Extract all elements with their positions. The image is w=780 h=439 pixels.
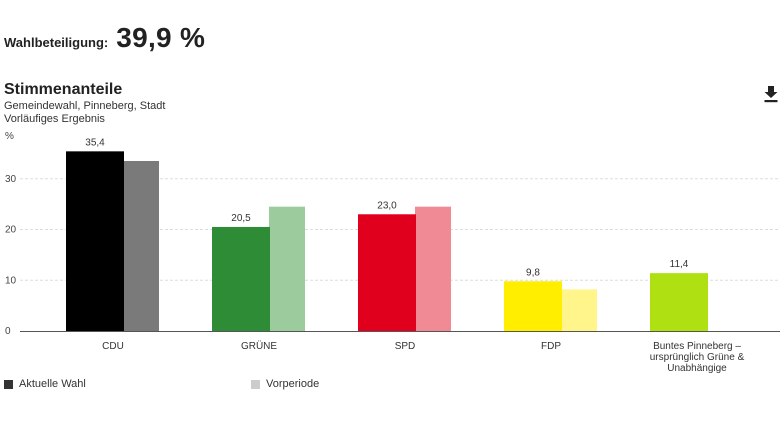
- x-tick-label: GRÜNE: [241, 340, 277, 352]
- bar-current: [358, 214, 416, 331]
- bar-current: [650, 273, 708, 331]
- turnout-value: 39,9 %: [116, 22, 206, 53]
- x-tick-label: Buntes Pinneberg –: [653, 341, 741, 352]
- y-tick-label: 10: [5, 275, 17, 286]
- y-tick-label: 30: [5, 174, 17, 185]
- bar-current: [504, 281, 562, 331]
- x-tick-label: CDU: [102, 341, 124, 352]
- legend-label-current: Aktuelle Wahl: [19, 378, 86, 390]
- legend-swatch-previous: [251, 379, 260, 389]
- data-label: 35,4: [85, 137, 105, 148]
- bar-current: [212, 226, 270, 331]
- bar-previous: [123, 160, 159, 331]
- turnout: Wahlbeteiligung: 39,9 %: [4, 22, 205, 54]
- bar-current: [66, 151, 124, 331]
- x-tick-label: ursprünglich Grüne &: [650, 352, 745, 363]
- chart-subtitle: Gemeindewahl, Pinneberg, Stadt Vorläufig…: [4, 100, 165, 126]
- x-tick-label: Unabhängige: [667, 363, 727, 374]
- y-tick-label: 0: [5, 326, 11, 337]
- chart-subtitle-line1: Gemeindewahl, Pinneberg, Stadt: [4, 100, 166, 112]
- data-label: 11,4: [670, 259, 689, 270]
- x-tick-label: SPD: [395, 341, 416, 352]
- y-tick-label: 20: [5, 225, 17, 236]
- legend-item-previous[interactable]: Vorperiode: [251, 378, 319, 390]
- bar-previous: [415, 206, 451, 331]
- download-icon[interactable]: [763, 85, 779, 103]
- bar-previous: [269, 206, 305, 331]
- legend-swatch-current: [4, 379, 13, 389]
- chart-title: Stimmenanteile: [4, 81, 123, 98]
- data-label: 23,0: [377, 200, 397, 211]
- turnout-label: Wahlbeteiligung:: [4, 35, 109, 50]
- bar-previous: [561, 289, 597, 331]
- legend-label-previous: Vorperiode: [266, 378, 320, 390]
- x-tick-label: FDP: [541, 341, 561, 352]
- y-axis-unit: %: [5, 131, 14, 142]
- chart-subtitle-line2: Vorläufiges Ergebnis: [4, 113, 105, 125]
- data-label: 9,8: [526, 267, 540, 278]
- data-label: 20,5: [231, 213, 251, 224]
- legend-item-current[interactable]: Aktuelle Wahl: [4, 378, 86, 390]
